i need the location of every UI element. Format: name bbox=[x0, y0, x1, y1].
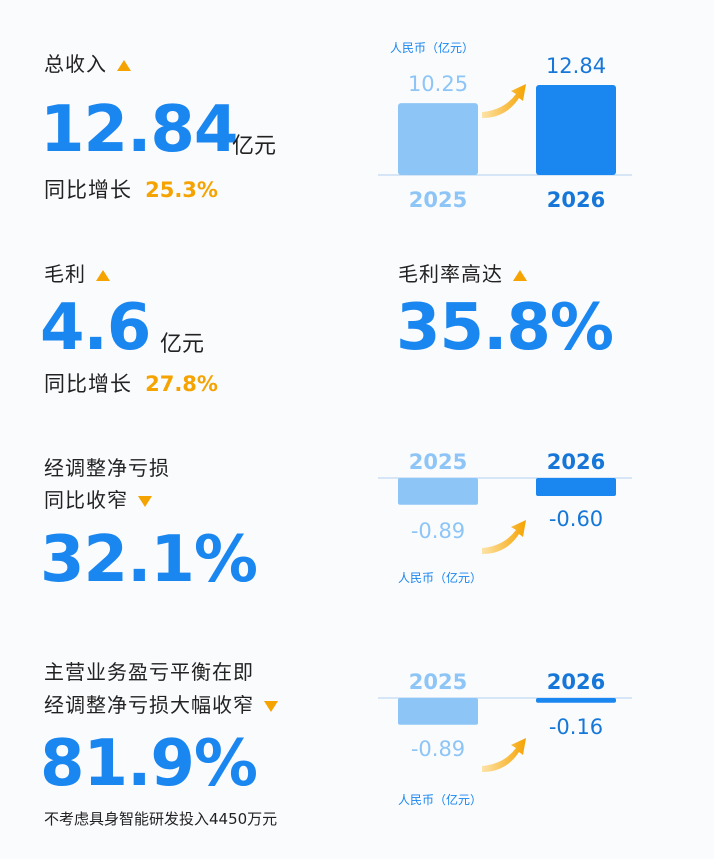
revenue-value: 12.84 bbox=[40, 93, 238, 167]
chart-unit-label: 人民币（亿元） bbox=[398, 570, 482, 585]
breakeven-label-line1: 主营业务盈亏平衡在即 bbox=[44, 660, 254, 684]
gross-profit-unit: 亿元 bbox=[160, 332, 205, 357]
bar-2025 bbox=[398, 103, 478, 175]
bar-value-label: 12.84 bbox=[546, 54, 606, 78]
revenue-growth: 同比增长 25.3% bbox=[44, 178, 218, 202]
bar-2026 bbox=[536, 478, 616, 496]
net-loss-value: 32.1% bbox=[40, 523, 258, 597]
category-label: 2025 bbox=[409, 670, 467, 694]
up-triangle-icon bbox=[513, 270, 527, 281]
breakeven-bar-chart: 2025 -0.89 2026 -0.16 人民币（亿元） bbox=[378, 670, 632, 807]
chart-unit-label: 人民币（亿元） bbox=[390, 40, 474, 55]
gross-profit-growth: 同比增长 27.8% bbox=[44, 372, 218, 396]
trend-arrow-icon bbox=[482, 520, 526, 554]
bar-value-label: -0.89 bbox=[411, 519, 465, 543]
up-triangle-icon bbox=[96, 270, 110, 281]
category-label: 2025 bbox=[409, 450, 467, 474]
gross-profit-value: 4.6 bbox=[40, 291, 151, 365]
revenue-bar-chart: 人民币（亿元） 10.25 2025 12.84 2026 bbox=[378, 40, 632, 212]
bar-2025 bbox=[398, 478, 478, 505]
revenue-unit: 亿元 bbox=[232, 134, 277, 159]
breakeven-label-line2: 经调整净亏损大幅收窄 bbox=[44, 689, 278, 718]
breakeven-value: 81.9% bbox=[40, 727, 258, 801]
breakeven-note: 不考虑具身智能研发投入4450万元 bbox=[44, 810, 278, 828]
bar-2026 bbox=[536, 698, 616, 703]
category-label: 2026 bbox=[547, 450, 605, 474]
gross-profit-label: 毛利 bbox=[44, 258, 110, 287]
category-label: 2026 bbox=[547, 188, 605, 212]
category-label: 2026 bbox=[547, 670, 605, 694]
chart-unit-label: 人民币（亿元） bbox=[398, 792, 482, 807]
gross-profit-growth-value: 27.8% bbox=[145, 372, 218, 396]
down-triangle-icon bbox=[138, 496, 152, 507]
revenue-label: 总收入 bbox=[44, 48, 131, 77]
net-loss-label-line1: 经调整净亏损 bbox=[44, 456, 170, 480]
revenue-growth-value: 25.3% bbox=[145, 178, 218, 202]
net-loss-label-line2: 同比收窄 bbox=[44, 484, 152, 513]
trend-arrow-icon bbox=[482, 84, 526, 118]
bar-value-label: -0.60 bbox=[549, 507, 603, 531]
bar-value-label: 10.25 bbox=[408, 72, 468, 96]
bar-value-label: -0.16 bbox=[549, 715, 603, 739]
trend-arrow-icon bbox=[482, 738, 526, 772]
net-loss-bar-chart: 2025 -0.89 2026 -0.60 人民币（亿元） bbox=[378, 450, 632, 585]
gross-margin-value: 35.8% bbox=[396, 291, 614, 365]
down-triangle-icon bbox=[264, 701, 278, 712]
bar-2025 bbox=[398, 698, 478, 725]
bar-value-label: -0.89 bbox=[411, 737, 465, 761]
category-label: 2025 bbox=[409, 188, 467, 212]
gross-margin-label: 毛利率高达 bbox=[398, 258, 527, 287]
up-triangle-icon bbox=[117, 60, 131, 71]
bar-2026 bbox=[536, 85, 616, 175]
